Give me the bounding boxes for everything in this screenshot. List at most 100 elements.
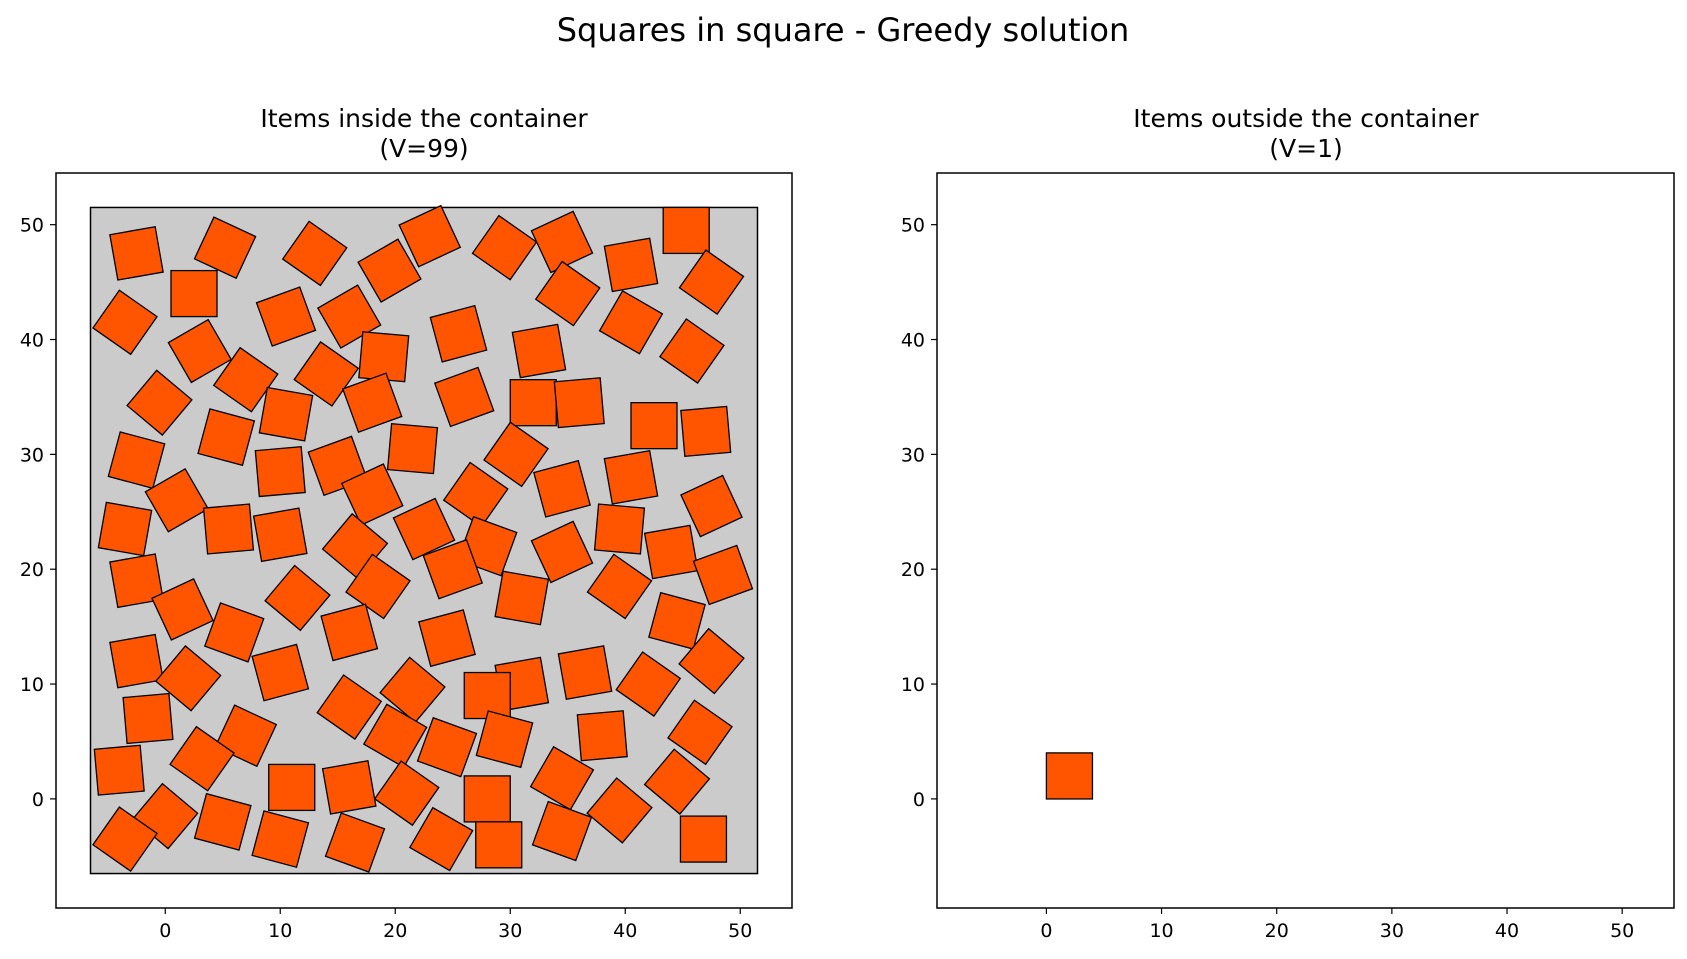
y-tick-label-5: 50 xyxy=(20,215,44,237)
item-square-66 xyxy=(418,609,476,668)
item-square-70 xyxy=(557,645,613,700)
item-square-21 xyxy=(126,369,193,437)
item-square-51 xyxy=(680,474,743,538)
item-square-46 xyxy=(392,497,456,561)
item-square-52 xyxy=(109,553,164,609)
item-square-82 xyxy=(93,744,145,796)
item-square-40 xyxy=(603,449,659,505)
panel-outside-axes-frame xyxy=(936,172,1675,909)
y-tick-label-4: 40 xyxy=(20,330,44,352)
item-square-39 xyxy=(533,459,591,518)
item-square-60 xyxy=(648,591,706,650)
item-square-0 xyxy=(109,225,164,281)
item-square-16 xyxy=(511,323,567,379)
item-square-78 xyxy=(416,716,478,778)
item-square-2 xyxy=(193,216,257,280)
item-square-24 xyxy=(341,372,403,434)
panel-outside-ticks: 0 10 20 30 40 50 0 10 20 30 40 50 xyxy=(901,215,1634,942)
item-square-10 xyxy=(92,289,158,356)
x-tick-label-0: 0 xyxy=(159,920,171,942)
item-square-76 xyxy=(169,725,235,792)
x-tick-label-0: 0 xyxy=(1040,920,1052,942)
panel-inside: Items inside the container (V=99) 0 10 20 3… xyxy=(20,104,793,942)
item-square-98 xyxy=(679,815,728,863)
panel-inside-subtitle: (V=99) xyxy=(379,134,468,163)
item-square-88 xyxy=(643,748,711,815)
item-square-30 xyxy=(680,405,732,458)
panel-inside-ticks: 0 10 20 30 40 50 0 10 20 30 40 50 xyxy=(20,215,753,942)
item-square-63 xyxy=(154,644,222,712)
y-tick-label-0: 0 xyxy=(32,789,44,811)
item-square-18 xyxy=(598,289,664,355)
item-square-74 xyxy=(122,692,174,745)
item-square-81 xyxy=(667,699,733,766)
item-square-55 xyxy=(264,564,331,632)
item-square-49 xyxy=(593,503,646,555)
item-square-22 xyxy=(212,346,279,413)
item-square-31 xyxy=(107,431,166,490)
item-square-8 xyxy=(662,206,710,255)
item-square-43 xyxy=(202,503,255,555)
item-square-94 xyxy=(408,806,474,872)
item-square-58 xyxy=(494,570,550,626)
item-square-53 xyxy=(151,577,214,641)
item-square-9 xyxy=(678,249,745,316)
y-tick-label-4: 40 xyxy=(901,330,925,352)
item-square-67 xyxy=(379,656,446,724)
x-tick-label-1: 10 xyxy=(268,920,292,942)
item-square-62 xyxy=(109,633,164,689)
item-square-7 xyxy=(530,210,594,274)
panel-inside-marks xyxy=(89,204,759,875)
item-square-20 xyxy=(659,318,725,384)
x-tick-label-4: 40 xyxy=(613,920,637,942)
item-square-91 xyxy=(193,792,252,851)
item-square-4 xyxy=(357,238,422,303)
item-square-26 xyxy=(433,366,495,428)
item-square-83 xyxy=(268,763,316,812)
item-square-12 xyxy=(255,286,317,347)
item-square-84 xyxy=(321,760,377,815)
item-square-93 xyxy=(324,812,386,873)
item-square-37 xyxy=(340,463,404,526)
item-square-68 xyxy=(316,674,383,740)
item-square-33 xyxy=(254,445,306,498)
y-tick-label-5: 50 xyxy=(901,215,925,237)
y-tick-label-1: 10 xyxy=(901,674,925,696)
item-square-19 xyxy=(603,237,659,293)
item-square-48 xyxy=(530,520,594,584)
panel-outside-marks xyxy=(1045,752,1094,800)
item-square-97 xyxy=(586,777,653,844)
item-square-44 xyxy=(252,507,308,563)
item-square-87 xyxy=(529,745,595,811)
item-square-11 xyxy=(167,318,233,384)
panel-inside-title: Items inside the container xyxy=(260,104,588,133)
x-tick-label-3: 30 xyxy=(1380,920,1404,942)
item-square-64 xyxy=(251,643,310,702)
item-square-90 xyxy=(92,806,158,873)
item-square-25 xyxy=(258,386,314,442)
item-square-50 xyxy=(643,524,699,580)
item-square-54 xyxy=(203,602,265,663)
item-square-77 xyxy=(362,703,428,769)
y-tick-label-2: 20 xyxy=(901,559,925,581)
y-tick-label-0: 0 xyxy=(913,789,925,811)
y-tick-label-2: 20 xyxy=(20,559,44,581)
y-tick-label-1: 10 xyxy=(20,674,44,696)
item-square-65 xyxy=(320,603,379,662)
item-square-32 xyxy=(197,408,256,467)
x-tick-label-2: 20 xyxy=(1265,920,1289,942)
x-tick-label-5: 50 xyxy=(728,920,752,942)
item-square-28 xyxy=(553,377,605,429)
item-square-38 xyxy=(442,461,509,528)
item-square-57 xyxy=(422,538,484,600)
x-tick-label-3: 30 xyxy=(498,920,522,942)
panel-inside-axes-frame xyxy=(55,172,793,909)
item-square-6 xyxy=(471,214,538,281)
figure-title: Squares in square - Greedy solution xyxy=(557,11,1130,49)
item-square-92 xyxy=(251,810,310,869)
item-square-36 xyxy=(483,421,549,488)
item-square-15 xyxy=(429,304,488,363)
y-tick-label-3: 30 xyxy=(901,444,925,466)
item-square-86 xyxy=(463,775,511,823)
item-square-29 xyxy=(630,402,678,450)
